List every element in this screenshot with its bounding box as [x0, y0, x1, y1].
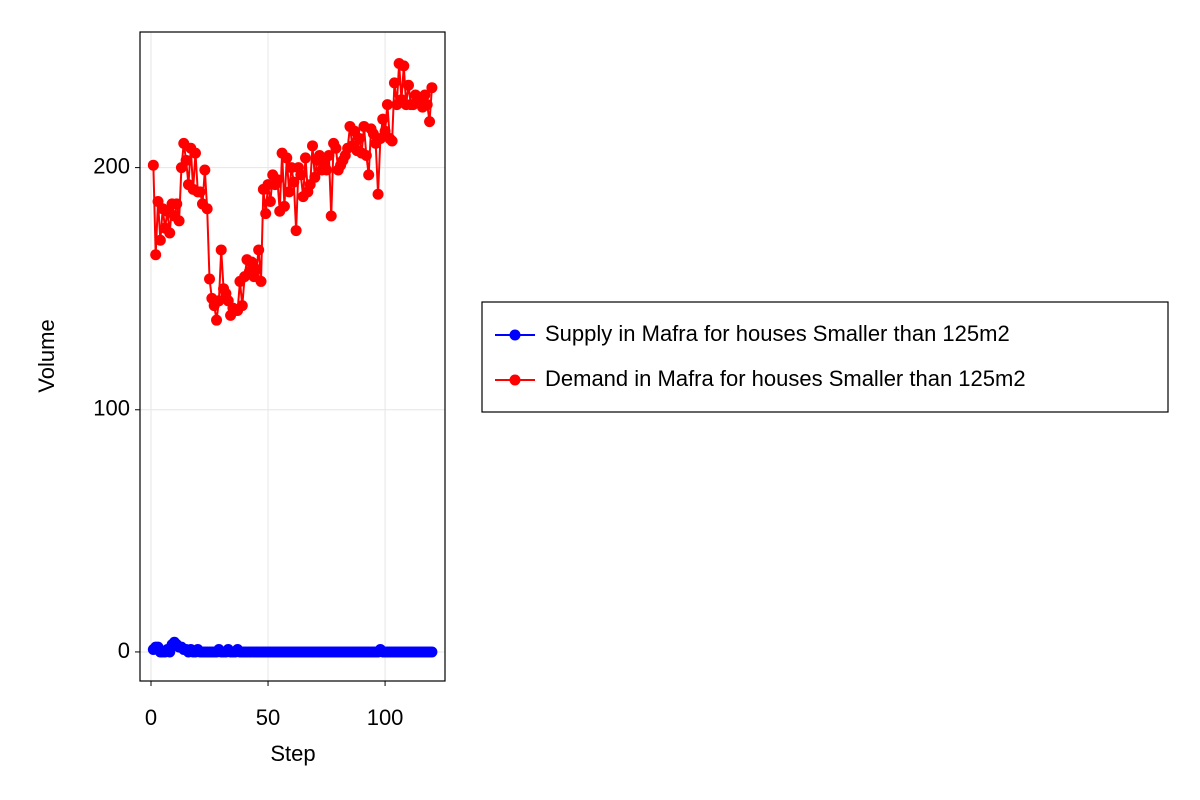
data-point	[255, 275, 267, 287]
data-point	[325, 210, 337, 222]
data-point	[307, 140, 319, 152]
data-point	[299, 152, 311, 164]
data-point	[372, 188, 384, 200]
data-point	[271, 174, 283, 186]
data-point	[381, 99, 393, 111]
data-point	[386, 135, 398, 147]
data-point	[360, 150, 372, 162]
data-point	[363, 169, 375, 181]
x-tick-label: 0	[145, 705, 157, 730]
data-point	[323, 150, 335, 162]
data-point	[281, 152, 293, 164]
data-point	[189, 147, 201, 159]
data-point	[421, 99, 433, 111]
data-point	[377, 113, 389, 125]
data-point	[201, 203, 213, 215]
data-point	[288, 176, 300, 188]
data-point	[194, 186, 206, 198]
legend-label: Supply in Mafra for houses Smaller than …	[545, 321, 1010, 346]
data-point	[309, 171, 321, 183]
data-point	[278, 200, 290, 212]
legend-box	[481, 301, 1169, 413]
data-point	[147, 159, 159, 171]
y-tick-label: 0	[118, 638, 130, 663]
data-point	[199, 164, 211, 176]
data-point	[426, 646, 438, 658]
x-axis-label: Step	[270, 741, 315, 766]
y-tick-label: 100	[93, 396, 130, 421]
data-point	[398, 60, 410, 72]
x-tick-label: 50	[256, 705, 280, 730]
data-point	[236, 300, 248, 312]
legend-label: Demand in Mafra for houses Smaller than …	[545, 366, 1026, 391]
data-point	[215, 244, 227, 256]
x-tick-label: 100	[367, 705, 404, 730]
data-point	[321, 164, 333, 176]
data-point	[419, 89, 431, 101]
data-point	[164, 227, 176, 239]
data-point	[283, 186, 295, 198]
data-point	[295, 169, 307, 181]
data-point	[424, 116, 436, 128]
data-point	[402, 79, 414, 91]
y-axis-label: Volume	[34, 319, 59, 392]
data-point	[388, 77, 400, 89]
data-point	[173, 215, 185, 227]
data-point	[250, 263, 262, 275]
legend-marker	[509, 374, 521, 386]
data-point	[204, 273, 216, 285]
y-tick-label: 200	[93, 153, 130, 178]
data-point	[353, 133, 365, 145]
legend-marker	[509, 329, 521, 341]
data-point	[211, 314, 223, 326]
data-point	[330, 142, 342, 154]
data-point	[154, 234, 166, 246]
data-point	[253, 244, 265, 256]
data-point	[180, 154, 192, 166]
data-point	[264, 196, 276, 208]
data-point	[171, 198, 183, 210]
data-point	[260, 208, 272, 220]
data-point	[290, 225, 302, 237]
data-point	[150, 249, 162, 261]
plot-frame	[139, 31, 446, 682]
data-point	[213, 295, 225, 307]
data-point	[426, 82, 438, 94]
